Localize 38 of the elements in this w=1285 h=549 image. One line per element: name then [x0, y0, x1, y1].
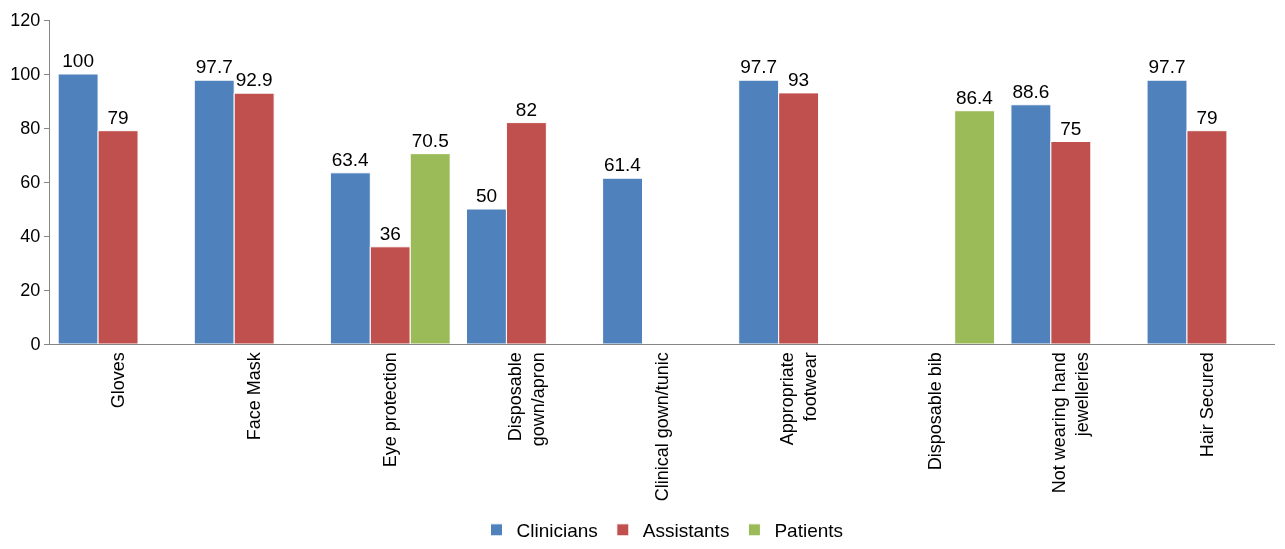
x-tick-label: Clinical gown/tunic	[652, 352, 673, 502]
x-tick-label: Disposable bib	[924, 352, 945, 471]
data-label: 61.4	[603, 154, 642, 176]
y-tick-label: 40	[20, 226, 41, 247]
data-label: 75	[1060, 117, 1082, 139]
data-label: 79	[1196, 106, 1218, 128]
data-label: 79	[107, 106, 129, 128]
data-label: 88.6	[1012, 80, 1050, 102]
y-tick-label: 0	[30, 334, 41, 355]
x-tick-label: Not wearing hand jewelleries	[1048, 352, 1093, 494]
data-label: 100	[62, 50, 94, 71]
y-tick-label: 100	[10, 64, 41, 85]
data-label: 63.4	[331, 148, 370, 170]
data-label: 97.7	[740, 56, 778, 78]
data-label: 93	[788, 68, 810, 90]
data-label: 82	[515, 98, 537, 120]
x-tick-label: Appropriate footwear	[776, 352, 821, 446]
bar	[602, 177, 644, 344]
legend-label: Assistants	[642, 520, 730, 542]
x-tick-label: Hair Secured	[1196, 352, 1217, 458]
y-tick-label: 20	[20, 280, 41, 301]
x-tick-label: Face Mask	[244, 351, 265, 441]
data-label: 36	[379, 222, 401, 244]
x-tick-label: Eye protection	[380, 352, 401, 468]
data-label: 97.7	[195, 56, 233, 78]
y-tick-label: 60	[20, 172, 41, 193]
legend-label: Clinicians	[516, 520, 598, 542]
bar	[954, 110, 996, 344]
x-tick-label: Gloves	[107, 352, 128, 409]
y-tick-label: 80	[20, 118, 41, 139]
data-label: 97.7	[1148, 56, 1186, 78]
data-label: 92.9	[235, 69, 273, 91]
y-tick-label: 120	[10, 10, 41, 31]
data-label: 86.4	[955, 86, 994, 108]
legend-label: Patients	[774, 520, 844, 542]
data-label: 50	[475, 185, 498, 206]
data-label: 70.5	[411, 129, 449, 151]
x-tick-label: Disposable gown/apron	[504, 352, 548, 447]
